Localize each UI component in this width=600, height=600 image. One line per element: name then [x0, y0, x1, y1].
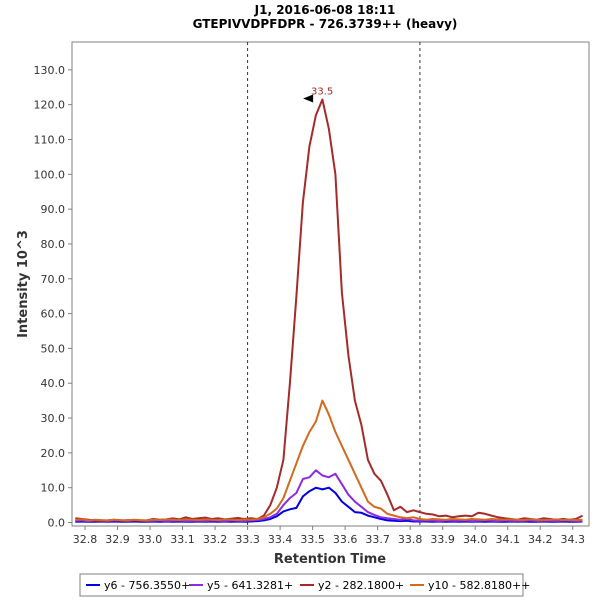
x-axis: 32.8 32.9 33.0 33.1 33.2 33.3 33.4 33.5 33.6 33.7… [73, 526, 585, 546]
x-tick-label: 33.0 [138, 533, 163, 546]
chart-subtitle: GTEPIVVDPFDPR - 726.3739++ (heavy) [193, 17, 458, 31]
y-tick-label: 80.0 [41, 238, 66, 251]
x-tick-label: 33.2 [203, 533, 228, 546]
legend-entry-label: y2 - 282.1800+ [318, 579, 404, 592]
plot-area [71, 41, 590, 527]
y-tick-label: 20.0 [41, 447, 66, 460]
y-axis: 0.0 10.0 20.0 30.0 40.0 50.0 60.0 70.0 80.0 90.0 1… [34, 64, 72, 530]
y-tick-label: 30.0 [41, 412, 66, 425]
y-tick-label: 40.0 [41, 377, 66, 390]
x-tick-label: 33.5 [300, 533, 325, 546]
series-lines [75, 98, 583, 523]
x-tick-label: 33.4 [268, 533, 293, 546]
x-tick-label: 34.1 [495, 533, 520, 546]
legend-entry-label: y6 - 756.3550+ [104, 579, 190, 592]
x-tick-label: 33.8 [398, 533, 423, 546]
y-tick-label: 110.0 [34, 133, 66, 146]
x-tick-label: 33.9 [430, 533, 455, 546]
y-tick-label: 10.0 [41, 482, 66, 495]
x-tick-label: 34.2 [528, 533, 553, 546]
x-tick-label: 33.1 [170, 533, 195, 546]
integration-bounds [247, 42, 421, 526]
y-tick-label: 60.0 [41, 308, 66, 321]
legend: y6 - 756.3550+ y5 - 641.3281+ y2 - 282.180… [79, 573, 530, 597]
y-axis-label: Intensity 10^3 [16, 230, 31, 338]
chart-title: J1, 2016-06-08 18:11 [254, 3, 396, 17]
x-tick-label: 32.9 [105, 533, 130, 546]
x-tick-label: 33.7 [365, 533, 390, 546]
y-tick-label: 100.0 [34, 168, 66, 181]
y-tick-label: 70.0 [41, 273, 66, 286]
y-tick-label: 50.0 [41, 342, 66, 355]
y-tick-label: 130.0 [34, 64, 66, 77]
x-tick-label: 33.6 [333, 533, 358, 546]
peak-label: 33.5 [311, 86, 333, 97]
y-tick-label: 0.0 [48, 517, 66, 530]
y-tick-label: 90.0 [41, 203, 66, 216]
peak-arrow-marker [303, 94, 314, 103]
x-axis-label: Retention Time [274, 552, 386, 567]
x-tick-label: 32.8 [73, 533, 98, 546]
x-tick-label: 34.0 [463, 533, 488, 546]
x-tick-label: 34.3 [560, 533, 585, 546]
y-tick-label: 120.0 [34, 99, 66, 112]
peak-annotation: 33.5 [303, 86, 333, 103]
x-tick-label: 33.3 [235, 533, 260, 546]
legend-entry-label: y5 - 641.3281+ [207, 579, 293, 592]
legend-entry-label: y10 - 582.8180++ [428, 579, 530, 592]
series-line-y10 [75, 399, 583, 522]
